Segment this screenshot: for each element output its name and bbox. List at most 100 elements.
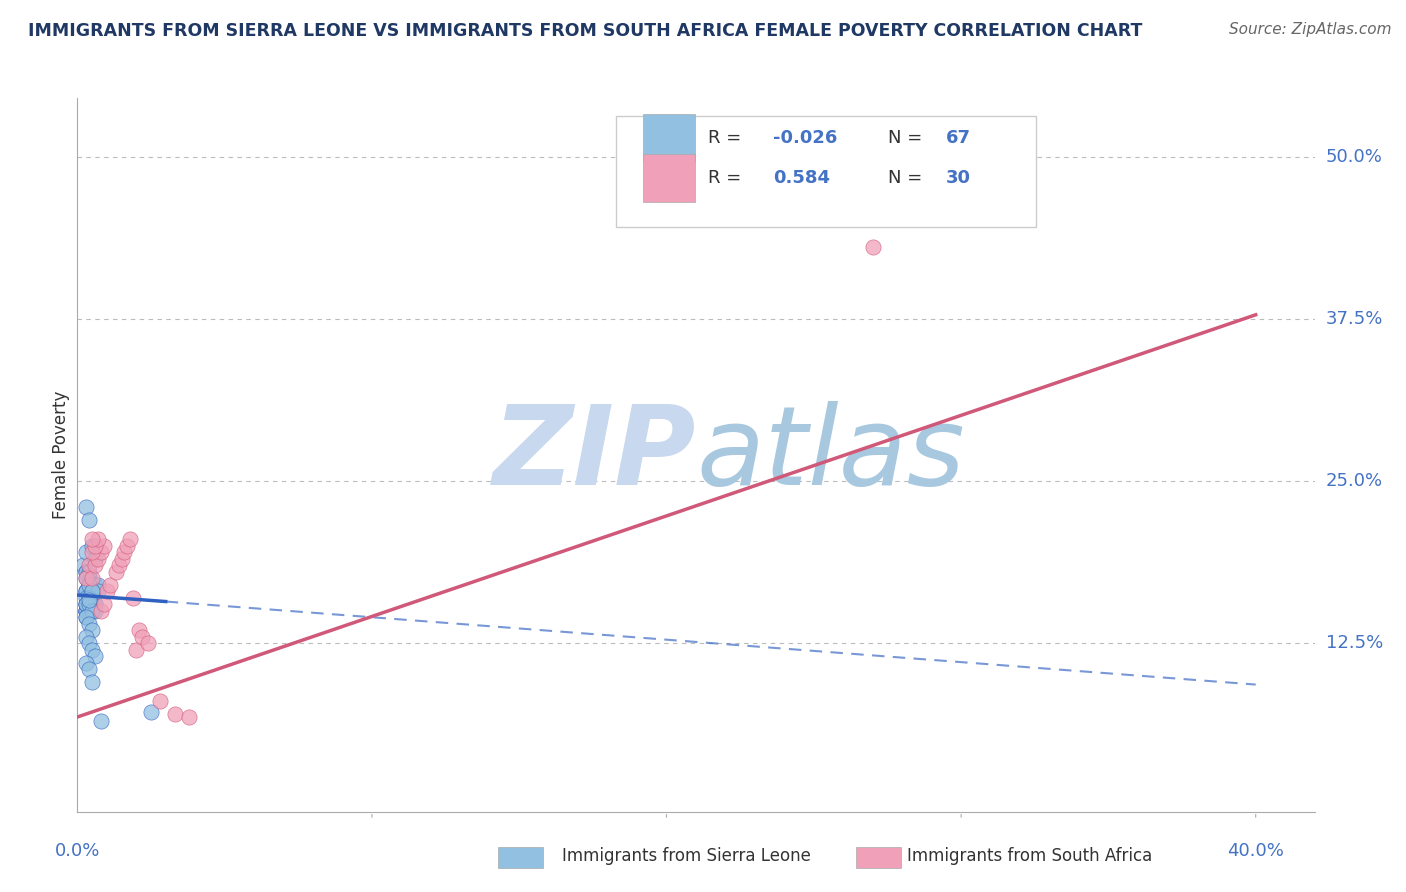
Point <box>77 597 100 611</box>
Point <box>80 577 103 591</box>
Point <box>77 604 100 618</box>
Point <box>75 597 97 611</box>
Point <box>75 584 97 599</box>
Point <box>75 500 97 514</box>
Point <box>84 539 107 553</box>
Text: 50.0%: 50.0% <box>1326 147 1382 166</box>
Point <box>77 604 100 618</box>
Text: -0.026: -0.026 <box>773 128 837 146</box>
Point <box>125 642 148 657</box>
Point <box>84 558 107 573</box>
Point <box>84 604 107 618</box>
Point <box>80 571 103 585</box>
Point <box>80 545 103 559</box>
Point <box>77 662 100 676</box>
Point <box>163 707 186 722</box>
Point <box>80 604 103 618</box>
Point <box>87 533 110 547</box>
Text: N =: N = <box>887 128 928 146</box>
Y-axis label: Female Poverty: Female Poverty <box>52 391 70 519</box>
Point <box>77 616 100 631</box>
Point <box>84 577 107 591</box>
Point <box>75 630 97 644</box>
Point <box>80 584 103 599</box>
Point <box>75 597 97 611</box>
Point <box>80 642 103 657</box>
Point <box>77 577 100 591</box>
Point <box>72 558 94 573</box>
Point <box>80 597 103 611</box>
FancyBboxPatch shape <box>616 116 1036 227</box>
Point <box>75 610 97 624</box>
Point <box>75 565 97 579</box>
FancyBboxPatch shape <box>643 154 695 202</box>
Point <box>87 584 110 599</box>
Point <box>87 577 110 591</box>
Point <box>75 584 97 599</box>
Point <box>75 571 97 585</box>
Text: ZIP: ZIP <box>492 401 696 508</box>
Point <box>80 533 103 547</box>
Point <box>87 551 110 566</box>
Point <box>139 705 162 719</box>
Point <box>75 591 97 605</box>
Point <box>120 533 142 547</box>
Point <box>149 694 172 708</box>
Point <box>114 545 136 559</box>
Point <box>75 610 97 624</box>
Text: 0.0%: 0.0% <box>55 842 100 860</box>
Point <box>77 577 100 591</box>
Point <box>136 636 159 650</box>
Text: 25.0%: 25.0% <box>1326 472 1384 490</box>
Point <box>77 604 100 618</box>
Point <box>77 597 100 611</box>
Point <box>77 513 100 527</box>
Point <box>80 623 103 637</box>
Point <box>80 591 103 605</box>
Point <box>80 584 103 599</box>
Point <box>75 584 97 599</box>
Text: 67: 67 <box>946 128 972 146</box>
Point <box>110 551 132 566</box>
Point <box>75 656 97 670</box>
Point <box>77 593 100 607</box>
Point <box>75 565 97 579</box>
Point <box>107 558 129 573</box>
Point <box>75 571 97 585</box>
Text: IMMIGRANTS FROM SIERRA LEONE VS IMMIGRANTS FROM SOUTH AFRICA FEMALE POVERTY CORR: IMMIGRANTS FROM SIERRA LEONE VS IMMIGRAN… <box>28 22 1143 40</box>
Point <box>84 648 107 663</box>
Text: R =: R = <box>709 128 748 146</box>
Point <box>862 240 884 254</box>
Point <box>80 539 103 553</box>
Point <box>104 565 127 579</box>
Point <box>90 604 112 618</box>
Point <box>80 675 103 690</box>
Point <box>90 545 112 559</box>
Text: 12.5%: 12.5% <box>1326 634 1384 652</box>
Text: 37.5%: 37.5% <box>1326 310 1384 327</box>
Point <box>75 604 97 618</box>
Point <box>77 636 100 650</box>
Point <box>84 551 107 566</box>
Point <box>75 604 97 618</box>
Point <box>122 591 145 605</box>
Point <box>128 623 150 637</box>
Point <box>117 539 139 553</box>
Text: Immigrants from South Africa: Immigrants from South Africa <box>907 847 1152 865</box>
Point <box>80 597 103 611</box>
Text: Immigrants from Sierra Leone: Immigrants from Sierra Leone <box>562 847 811 865</box>
Point <box>93 539 115 553</box>
Point <box>84 597 107 611</box>
Point <box>179 710 201 724</box>
Point <box>77 565 100 579</box>
Point <box>77 591 100 605</box>
Text: 30: 30 <box>946 169 972 187</box>
Point <box>77 571 100 585</box>
Text: 40.0%: 40.0% <box>1227 842 1284 860</box>
Point <box>84 584 107 599</box>
Point <box>80 597 103 611</box>
Text: Source: ZipAtlas.com: Source: ZipAtlas.com <box>1229 22 1392 37</box>
FancyBboxPatch shape <box>643 114 695 161</box>
Point <box>80 591 103 605</box>
Point <box>77 571 100 585</box>
